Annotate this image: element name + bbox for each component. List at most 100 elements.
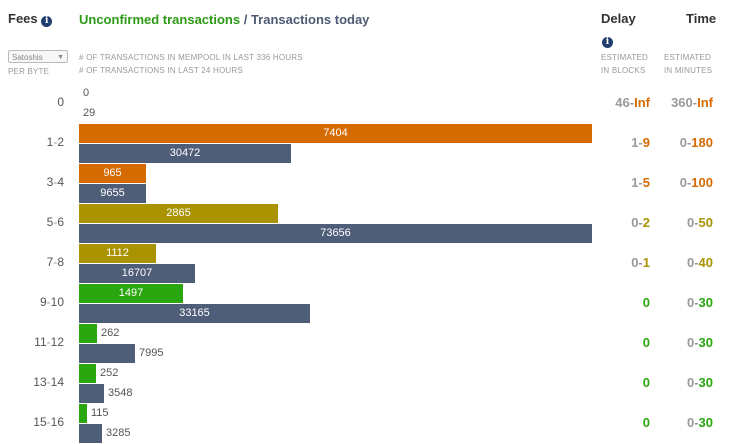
- time-lo: 0: [686, 255, 695, 270]
- time-minutes: 0-30: [640, 415, 713, 430]
- delay-blocks: 0: [560, 415, 650, 430]
- time-minutes: 360-Inf: [640, 95, 713, 110]
- delay-info-icon[interactable]: i: [602, 37, 613, 48]
- delay-hi: 2: [642, 215, 650, 230]
- time-lo: 0: [686, 295, 695, 310]
- legend-mempool: # OF TRANSACTIONS IN MEMPOOL IN LAST 336…: [79, 53, 303, 62]
- today-value: 3548: [108, 387, 133, 399]
- fee-lo: 9: [39, 295, 47, 309]
- time-lo: 360: [671, 95, 693, 110]
- delay-hi: 0: [642, 375, 650, 390]
- time-dash: -: [694, 415, 699, 430]
- today-value: 7995: [139, 347, 164, 359]
- time-lo: 0: [686, 415, 695, 430]
- fee-range-label: 7-8: [0, 255, 64, 269]
- fees-label: Fees: [8, 11, 38, 26]
- time-dash: -: [694, 295, 699, 310]
- today-value: 16707: [121, 267, 153, 279]
- time-header: Time: [686, 11, 717, 26]
- mempool-bar: [79, 124, 592, 143]
- mempool-value: 0: [83, 87, 90, 99]
- fee-dash: -: [53, 215, 58, 229]
- fee-hi: 16: [50, 415, 64, 429]
- fee-hi: 6: [57, 215, 64, 229]
- chevron-down-icon: ▼: [57, 54, 64, 61]
- time-lo: 0: [686, 375, 695, 390]
- fee-range-label: 5-6: [0, 215, 64, 229]
- fee-range-label: 0: [0, 95, 64, 109]
- mempool-bar: [79, 164, 146, 183]
- fee-dash: -: [46, 415, 51, 429]
- mempool-value: 965: [103, 167, 122, 179]
- fee-dash: -: [53, 175, 58, 189]
- fee-row[interactable]: 0 0 29 46-Inf 360-Inf: [0, 84, 729, 124]
- mempool-value: 2865: [166, 207, 191, 219]
- fee-row[interactable]: 13-14 252 3548 0 0-30: [0, 364, 729, 404]
- delay-sub-2: IN BLOCKS: [601, 66, 646, 75]
- delay-info-wrap: i: [602, 31, 613, 49]
- today-value: 30472: [169, 147, 201, 159]
- fee-lo: 15: [33, 415, 47, 429]
- time-dash: -: [694, 255, 699, 270]
- mempool-bar: [79, 284, 183, 303]
- fee-lo: 7: [46, 255, 54, 269]
- delay-blocks: 0-1: [560, 255, 650, 270]
- time-hi: 30: [698, 335, 713, 350]
- time-lo: 0: [679, 135, 687, 150]
- fee-hi: 12: [50, 335, 64, 349]
- time-dash: -: [692, 95, 698, 110]
- delay-hi: 9: [642, 135, 650, 150]
- mempool-value: 262: [101, 327, 120, 339]
- page-title: Unconfirmed transactions / Transactions …: [79, 11, 369, 29]
- today-bar: [79, 424, 102, 443]
- time-lo: 0: [679, 175, 687, 190]
- mempool-value: 1112: [106, 247, 129, 259]
- fee-row[interactable]: 11-12 262 7995 0 0-30: [0, 324, 729, 364]
- fee-row[interactable]: 7-8 1112 16707 0-1 0-40: [0, 244, 729, 284]
- delay-blocks: 1-5: [560, 175, 650, 190]
- fee-range-label: 13-14: [0, 375, 64, 389]
- delay-hi: 0: [642, 295, 650, 310]
- today-value: 73656: [320, 227, 351, 239]
- fee-range-label: 15-16: [0, 415, 64, 429]
- unit-sub-label: PER BYTE: [8, 67, 50, 76]
- fee-range-label: 3-4: [0, 175, 64, 189]
- delay-dash: -: [629, 95, 635, 110]
- delay-dash: -: [638, 215, 643, 230]
- fee-lo: 13: [33, 375, 47, 389]
- time-hi: 40: [698, 255, 713, 270]
- time-sub-2: IN MINUTES: [664, 66, 713, 75]
- fee-row[interactable]: 3-4 965 9655 1-5 0-100: [0, 164, 729, 204]
- time-hi: 100: [691, 175, 713, 190]
- fee-dash: -: [46, 335, 51, 349]
- fee-lo: 11: [34, 335, 47, 349]
- delay-blocks: 1-9: [560, 135, 650, 150]
- fee-hi: 4: [57, 175, 64, 189]
- fee-dash: -: [53, 135, 58, 149]
- fees-header: Fees i: [8, 11, 53, 27]
- fee-hi: 10: [50, 295, 64, 309]
- fee-range-label: 9-10: [0, 295, 64, 309]
- fee-lo: 3: [46, 175, 54, 189]
- mempool-bar: [79, 244, 156, 263]
- time-dash: -: [686, 175, 692, 190]
- fee-row[interactable]: 5-6 2865 73656 0-2 0-50: [0, 204, 729, 244]
- fees-info-icon[interactable]: i: [41, 16, 53, 27]
- fee-row[interactable]: 1-2 7404 30472 1-9 0-180: [0, 124, 729, 164]
- unit-select[interactable]: Satoshis ▼: [8, 50, 68, 63]
- fee-lo: 0: [57, 95, 64, 109]
- mempool-value: 7404: [323, 127, 348, 139]
- time-minutes: 0-50: [640, 215, 713, 230]
- delay-lo: 46: [615, 95, 630, 110]
- time-hi: 30: [698, 415, 713, 430]
- delay-hi: 1: [642, 255, 650, 270]
- fee-hi: 2: [57, 135, 64, 149]
- delay-lo: 0: [631, 215, 639, 230]
- delay-blocks: 0-2: [560, 215, 650, 230]
- fee-hi: 14: [50, 375, 64, 389]
- mempool-value: 252: [100, 367, 119, 379]
- fee-row[interactable]: 15-16 115 3285 0 0-30: [0, 404, 729, 444]
- delay-blocks: 0: [560, 335, 650, 350]
- delay-header: Delay: [601, 11, 636, 26]
- fee-row[interactable]: 9-10 1497 33165 0 0-30: [0, 284, 729, 324]
